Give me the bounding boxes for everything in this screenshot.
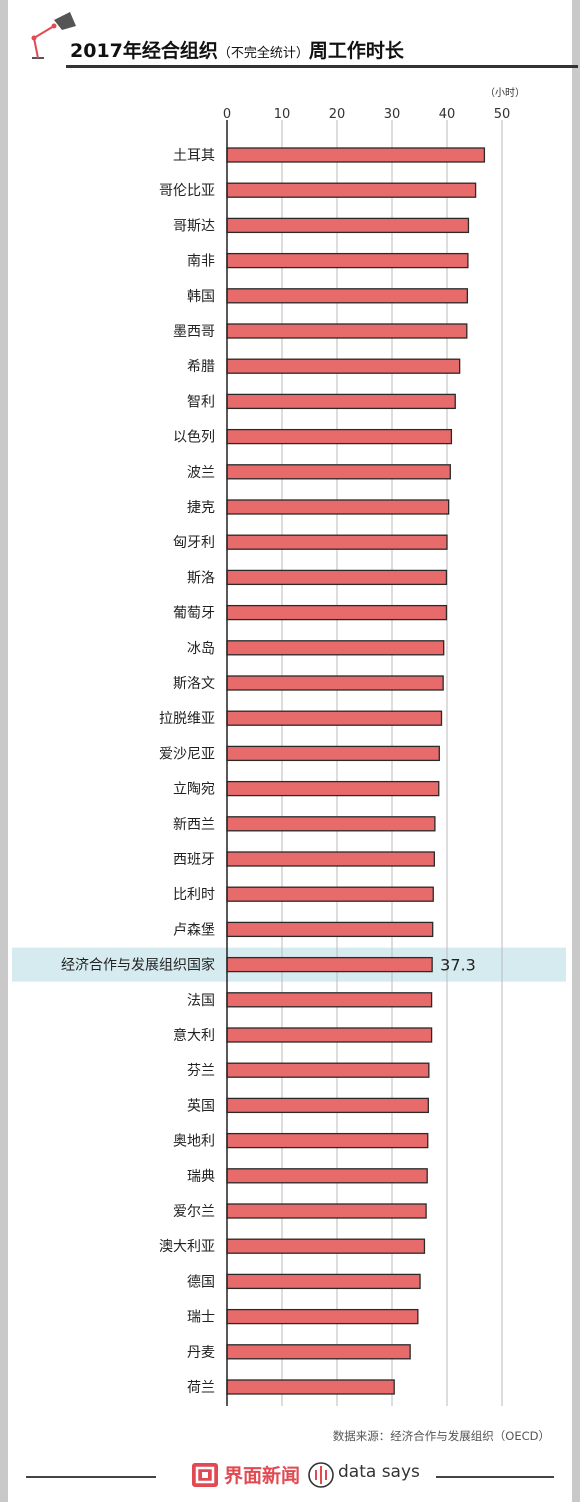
bar bbox=[226, 569, 448, 586]
x-tick-label: 50 bbox=[494, 107, 511, 122]
bar bbox=[226, 1097, 429, 1114]
category-label: 瑞典 bbox=[187, 1169, 215, 1185]
x-tick-label: 40 bbox=[439, 107, 456, 122]
header: 2017年经合组织（不完全统计）周工作时长 bbox=[26, 8, 578, 70]
category-label: 法国 bbox=[187, 993, 215, 1009]
category-label: 南非 bbox=[187, 254, 215, 270]
category-label: 德国 bbox=[187, 1274, 215, 1290]
bar bbox=[226, 816, 436, 832]
category-label: 以色列 bbox=[173, 429, 215, 446]
category-label: 哥伦比亚 bbox=[159, 183, 215, 199]
category-label: 丹麦 bbox=[187, 1345, 215, 1361]
category-label: 韩国 bbox=[187, 289, 215, 305]
bar bbox=[226, 217, 470, 234]
bar bbox=[226, 182, 477, 198]
category-label: 意大利 bbox=[173, 1027, 215, 1044]
bar bbox=[226, 1379, 395, 1395]
bar bbox=[226, 428, 453, 445]
bar bbox=[226, 1132, 429, 1149]
bar bbox=[226, 1344, 411, 1360]
bar bbox=[226, 604, 448, 621]
category-label: 斯洛文 bbox=[173, 676, 215, 692]
category-label: 英国 bbox=[187, 1097, 215, 1114]
category-label: 卢森堡 bbox=[173, 922, 215, 938]
category-label: 捷克 bbox=[187, 500, 215, 516]
brand-data-says: data says bbox=[338, 1462, 420, 1482]
category-label: 智利 bbox=[187, 394, 215, 410]
bar-chart: 0 10 20 30 40 50 （小时） 土耳其哥伦比亚哥斯达南非韩国墨西哥希腊智利以色列波… bbox=[12, 87, 566, 1406]
category-label: 经济合作与发展组织国家 bbox=[61, 957, 215, 974]
title-underline bbox=[66, 65, 578, 68]
x-tick-label: 30 bbox=[384, 107, 401, 122]
bar bbox=[226, 1062, 430, 1078]
bar bbox=[226, 358, 461, 374]
bar bbox=[226, 393, 456, 410]
category-label: 葡萄牙 bbox=[173, 606, 215, 622]
category-label: 立陶宛 bbox=[173, 782, 215, 798]
data-label: 37.3 bbox=[440, 956, 476, 975]
source-note: 数据来源：经济合作与发展组织（OECD） bbox=[332, 1429, 550, 1443]
bar bbox=[226, 499, 450, 515]
bar bbox=[226, 464, 451, 480]
category-label: 拉脱维亚 bbox=[159, 711, 215, 727]
brand-jiemian: 界面新闻 bbox=[224, 1465, 301, 1487]
desk-lamp-icon bbox=[31, 12, 76, 59]
category-label: 哥斯达 bbox=[173, 218, 215, 234]
category-label: 斯洛 bbox=[187, 570, 215, 586]
category-label: 澳大利亚 bbox=[159, 1239, 215, 1255]
category-label: 匈牙利 bbox=[173, 535, 215, 551]
right-border bbox=[572, 0, 580, 1502]
bar bbox=[226, 147, 486, 163]
bar bbox=[226, 780, 440, 797]
category-label: 爱沙尼亚 bbox=[159, 746, 215, 762]
unit-label: （小时） bbox=[485, 87, 525, 99]
bar bbox=[226, 640, 445, 656]
bar bbox=[226, 745, 440, 762]
bar bbox=[226, 323, 468, 339]
bar bbox=[226, 252, 469, 269]
category-label: 希腊 bbox=[187, 359, 215, 375]
category-label: 芬兰 bbox=[187, 1063, 215, 1079]
bar bbox=[226, 1238, 426, 1254]
category-label: 爱尔兰 bbox=[173, 1204, 215, 1220]
bar bbox=[226, 1308, 419, 1325]
category-label: 新西兰 bbox=[173, 817, 215, 833]
bar bbox=[226, 1168, 428, 1184]
bar bbox=[226, 710, 443, 726]
bar bbox=[226, 1203, 427, 1219]
category-label: 奥地利 bbox=[173, 1133, 215, 1150]
category-label: 荷兰 bbox=[187, 1380, 215, 1396]
chart-title: 2017年经合组织（不完全统计）周工作时长 bbox=[70, 40, 404, 62]
x-tick-label: 10 bbox=[274, 107, 291, 122]
category-label: 西班牙 bbox=[173, 852, 215, 868]
bar bbox=[226, 921, 434, 938]
bar bbox=[226, 675, 444, 691]
bar bbox=[226, 1027, 433, 1043]
footer-line-left bbox=[26, 1476, 156, 1478]
bar bbox=[226, 288, 469, 304]
data-says-logo-icon bbox=[308, 1462, 334, 1488]
jiemian-logo-icon bbox=[192, 1463, 218, 1487]
category-label: 冰岛 bbox=[187, 641, 215, 657]
bar bbox=[226, 851, 436, 867]
x-tick-label: 0 bbox=[223, 107, 231, 122]
bar bbox=[226, 956, 433, 973]
category-label: 墨西哥 bbox=[173, 324, 215, 340]
bar bbox=[226, 992, 433, 1008]
left-border bbox=[0, 0, 8, 1502]
bar bbox=[226, 534, 448, 550]
footer-line-right bbox=[436, 1476, 554, 1478]
category-label: 比利时 bbox=[173, 887, 215, 903]
footer: 界面新闻 data says bbox=[26, 1455, 554, 1495]
bar bbox=[226, 886, 434, 902]
category-label: 瑞士 bbox=[187, 1310, 215, 1326]
x-tick-label: 20 bbox=[329, 107, 346, 122]
category-label: 土耳其 bbox=[173, 148, 215, 164]
bar bbox=[226, 1273, 421, 1290]
category-label: 波兰 bbox=[187, 465, 215, 481]
